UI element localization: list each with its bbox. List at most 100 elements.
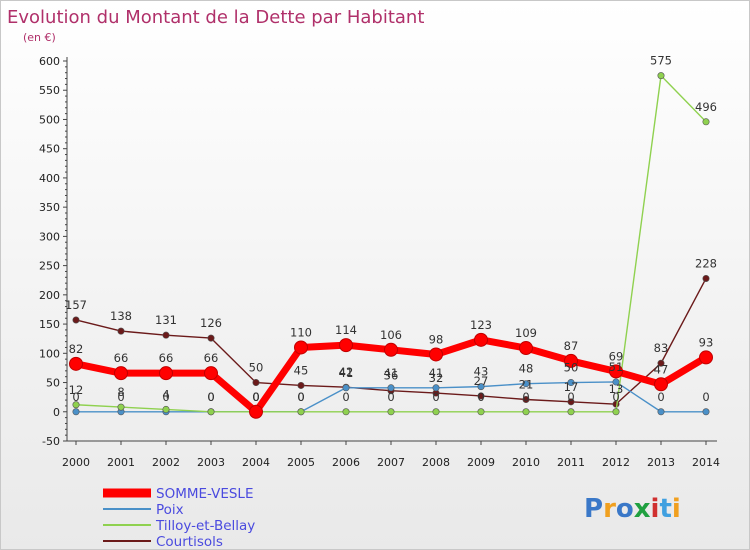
- x-tick-label: 2009: [467, 456, 495, 469]
- data-label: 66: [114, 351, 129, 365]
- data-point: [564, 353, 578, 368]
- data-label: 106: [380, 328, 402, 342]
- data-point: [207, 408, 215, 416]
- data-point: [294, 340, 308, 355]
- data-label: 69: [609, 349, 624, 363]
- data-point: [429, 347, 443, 362]
- data-point: [519, 341, 533, 356]
- chart-title: Evolution du Montant de la Dette par Hab…: [7, 7, 424, 28]
- x-tick-label: 2006: [332, 456, 360, 469]
- data-point: [249, 404, 263, 419]
- data-labels: 157 138 131 126 50 45 42 36 32 27 21 17 13 83 228 0 0 0 0 0…: [65, 54, 717, 404]
- data-point: [159, 366, 173, 381]
- data-label: 0: [117, 390, 124, 404]
- axes: -500501001502002503003504004505005506002…: [39, 55, 720, 469]
- x-tick-label: 2014: [692, 456, 720, 469]
- data-label: 66: [204, 351, 219, 365]
- data-label: 93: [699, 335, 714, 349]
- y-tick-label: -50: [42, 435, 60, 448]
- y-tick-label: 600: [39, 55, 60, 68]
- logo-letter: x: [634, 494, 651, 524]
- data-label: 109: [515, 326, 537, 340]
- data-label: 0: [477, 390, 484, 404]
- data-label: 0: [612, 390, 619, 404]
- data-label: 0: [297, 390, 304, 404]
- data-point: [477, 408, 485, 416]
- data-point: [384, 342, 398, 357]
- data-point: [474, 332, 488, 347]
- x-tick-label: 2008: [422, 456, 450, 469]
- y-tick-label: 0: [53, 406, 60, 419]
- y-tick-label: 550: [39, 84, 60, 97]
- logo-letter: i: [651, 494, 660, 524]
- data-label: 41: [384, 366, 399, 380]
- x-tick-label: 2003: [197, 456, 225, 469]
- data-label: 4: [162, 387, 169, 401]
- data-label: 50: [249, 361, 264, 375]
- data-label: 114: [335, 323, 357, 337]
- logo-text: Proxiti: [584, 494, 681, 524]
- data-point: [432, 384, 440, 392]
- data-point: [117, 327, 125, 335]
- y-tick-label: 200: [39, 289, 60, 302]
- data-label: 0: [297, 390, 304, 404]
- data-point: [522, 380, 530, 388]
- x-tick-label: 2000: [62, 456, 90, 469]
- data-label: 13: [609, 382, 624, 396]
- data-label: 0: [252, 390, 259, 404]
- data-label: 0: [522, 390, 529, 404]
- data-label: 0: [72, 390, 79, 404]
- data-label: 41: [429, 366, 444, 380]
- data-point: [162, 331, 170, 339]
- y-tick-label: 150: [39, 318, 60, 331]
- data-label: 12: [69, 383, 84, 397]
- data-point: [204, 366, 218, 381]
- data-label: 575: [650, 54, 672, 68]
- data-point: [477, 392, 485, 400]
- data-point: [657, 408, 665, 416]
- data-point: [387, 408, 395, 416]
- data-label: 0: [252, 390, 259, 404]
- logo-letter: t: [659, 494, 671, 524]
- data-label: 131: [155, 313, 177, 327]
- data-label: 36: [384, 369, 399, 383]
- data-label: 0: [342, 390, 349, 404]
- data-point: [339, 338, 353, 353]
- data-point: [702, 408, 710, 416]
- data-point: [702, 274, 710, 282]
- data-point: [72, 401, 80, 409]
- data-label: 42: [339, 365, 354, 379]
- data-point: [252, 379, 260, 387]
- data-label: 126: [200, 316, 222, 330]
- chart-subtitle: (en €): [23, 31, 56, 44]
- data-label: 66: [159, 351, 174, 365]
- data-point: [522, 395, 530, 403]
- data-point: [522, 408, 530, 416]
- data-point: [609, 364, 623, 379]
- data-label: 27: [474, 374, 489, 388]
- x-tick-label: 2001: [107, 456, 135, 469]
- y-tick-label: 250: [39, 260, 60, 273]
- data-point: [702, 118, 710, 126]
- data-label: 8: [117, 385, 124, 399]
- data-label: 0: [432, 390, 439, 404]
- data-label: 138: [110, 309, 132, 323]
- data-point: [477, 383, 485, 391]
- y-tick-label: 50: [46, 377, 60, 390]
- data-point: [612, 378, 620, 386]
- data-point: [387, 384, 395, 392]
- data-label: 98: [429, 332, 444, 346]
- legend-label: SOMME-VESLE: [156, 486, 254, 502]
- data-label: 0: [252, 390, 259, 404]
- logo-letter: o: [616, 494, 634, 524]
- y-tick-label: 400: [39, 172, 60, 185]
- data-point: [657, 359, 665, 367]
- x-tick-label: 2010: [512, 456, 540, 469]
- data-label: 0: [207, 390, 214, 404]
- data-label: 123: [470, 318, 492, 332]
- data-label: 47: [654, 362, 669, 376]
- x-tick-label: 2005: [287, 456, 315, 469]
- data-point: [432, 408, 440, 416]
- data-point: [297, 381, 305, 389]
